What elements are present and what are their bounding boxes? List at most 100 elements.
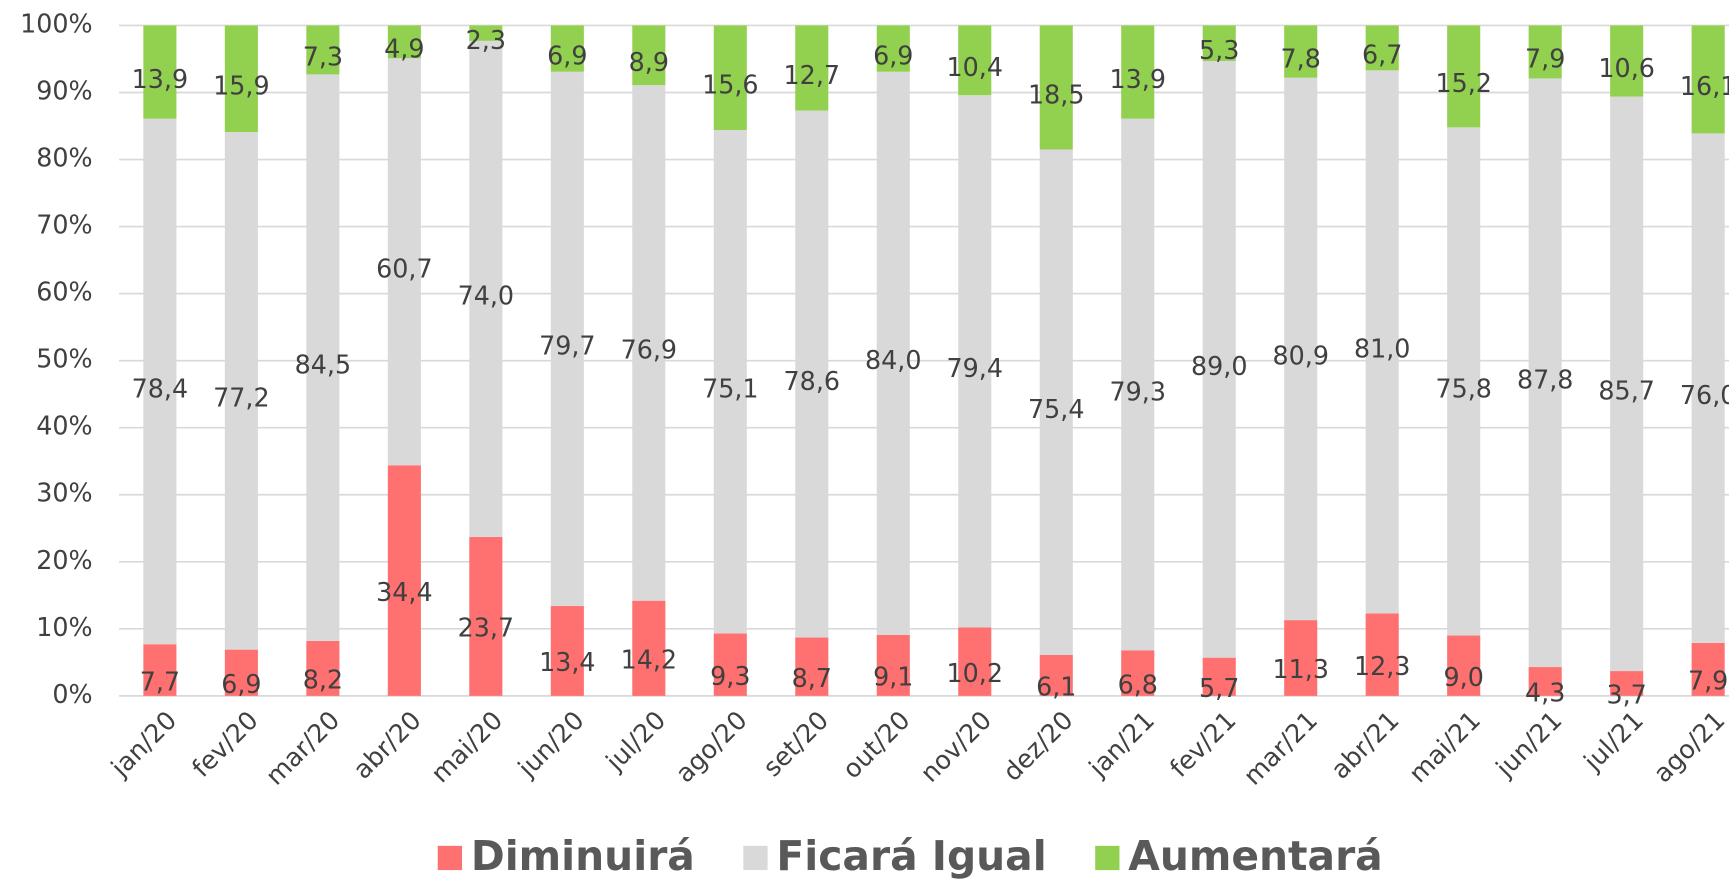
legend-swatch [1095,845,1120,871]
bar-segment [1121,650,1155,696]
bar-segment [1447,635,1481,696]
bar-segment [713,130,747,634]
value-label: 6,7 [1362,40,1402,70]
value-label: 87,8 [1517,365,1573,395]
bar-segment [632,600,666,696]
value-label: 18,5 [1028,79,1084,109]
bar-segment [1447,127,1481,636]
value-label: 7,3 [303,42,343,72]
bar-segment [1202,657,1236,696]
value-label: 13,9 [1110,64,1166,94]
bar-segment [795,637,829,696]
value-label: 23,7 [458,613,514,643]
bar-segment [1284,77,1318,621]
bar-segment [632,25,666,86]
value-label: 15,9 [213,71,269,101]
value-label: 81,0 [1354,334,1410,364]
y-tick-label: 30% [36,478,92,508]
value-label: 78,6 [784,366,840,396]
value-label: 12,7 [784,60,840,90]
x-tick-label: ago/20 [669,705,752,788]
bar-segment [1121,25,1155,119]
value-label: 2,3 [466,25,506,55]
legend-swatch [743,845,768,871]
bar-segment [876,634,910,696]
bar-segment [387,58,421,466]
bar-segment [387,465,421,696]
bar-segment [550,606,584,696]
x-tick-label: ago/21 [1647,705,1729,788]
bar-segment [1691,133,1725,643]
bar-segment [795,110,829,638]
y-tick-label: 70% [36,210,92,240]
y-tick-label: 100% [20,8,93,38]
y-tick-label: 50% [36,344,92,374]
value-label: 84,0 [865,345,921,375]
bar-segment [224,132,258,650]
value-label: 11,3 [1272,654,1328,684]
value-label: 9,3 [710,661,750,691]
x-tick-label: jul/20 [599,705,671,777]
bar-segment [469,536,503,696]
bar-segment [876,71,910,635]
bar-segment [224,25,258,133]
bar-segment [306,25,340,75]
legend-label: Aumentará [1128,832,1382,879]
legend-swatch [437,845,463,871]
bar-segment [1691,642,1725,696]
bar-segment [876,25,910,72]
bar-segment [1365,613,1399,696]
bar-segment [1528,25,1562,79]
bar-segment [306,74,340,641]
value-label: 8,7 [792,663,832,693]
bar-segment [1202,60,1236,658]
x-tick-label: abr/21 [1325,705,1405,785]
y-tick-label: 0% [52,679,92,709]
bar-segment [632,85,666,601]
bar-segment [1610,25,1644,97]
bar-segment [713,25,747,131]
value-label: 75,4 [1028,394,1084,424]
y-tick-label: 10% [36,612,92,642]
value-label: 6,1 [1036,672,1076,702]
value-label: 80,9 [1272,341,1328,371]
value-label: 76,0 [1680,380,1729,410]
legend-label: Diminuirá [471,832,695,879]
value-label: 3,7 [1606,680,1646,710]
value-label: 4,3 [1525,678,1565,708]
bar-segment [469,25,503,41]
x-tick-label: jun/20 [511,705,589,784]
value-label: 5,3 [1199,35,1239,65]
bar-segment [958,25,992,96]
bar-segment [306,640,340,696]
x-tick-label: jul/21 [1577,705,1649,777]
bar-segment [1447,25,1481,128]
value-label: 5,7 [1199,673,1239,703]
value-label: 15,6 [702,70,758,100]
value-label: 7,9 [1688,666,1728,696]
bar-segment [1284,620,1318,696]
bar-segment [1528,667,1562,696]
value-label: 6,9 [873,40,913,70]
value-label: 75,8 [1435,373,1491,403]
x-tick-label: set/20 [757,705,834,782]
value-label: 10,2 [947,658,1003,688]
x-tick-label: jun/21 [1489,705,1567,783]
y-tick-label: 80% [36,143,92,173]
bar-segment [1121,118,1155,651]
value-label: 13,4 [539,647,595,677]
bar-segment [224,649,258,696]
value-label: 6,9 [221,669,261,699]
value-label: 89,0 [1191,351,1247,381]
value-label: 10,6 [1598,53,1654,83]
bar-segment [550,25,584,72]
bar-segment [1610,96,1644,672]
value-label: 4,9 [384,34,424,64]
value-label: 14,2 [621,645,677,675]
legend: Diminuirá Ficará Igual Aumentará [437,832,1383,879]
value-label: 79,4 [947,353,1003,383]
x-tick-label: mai/21 [1403,705,1487,789]
bar-segment [958,627,992,696]
bar-segment [1039,25,1073,150]
